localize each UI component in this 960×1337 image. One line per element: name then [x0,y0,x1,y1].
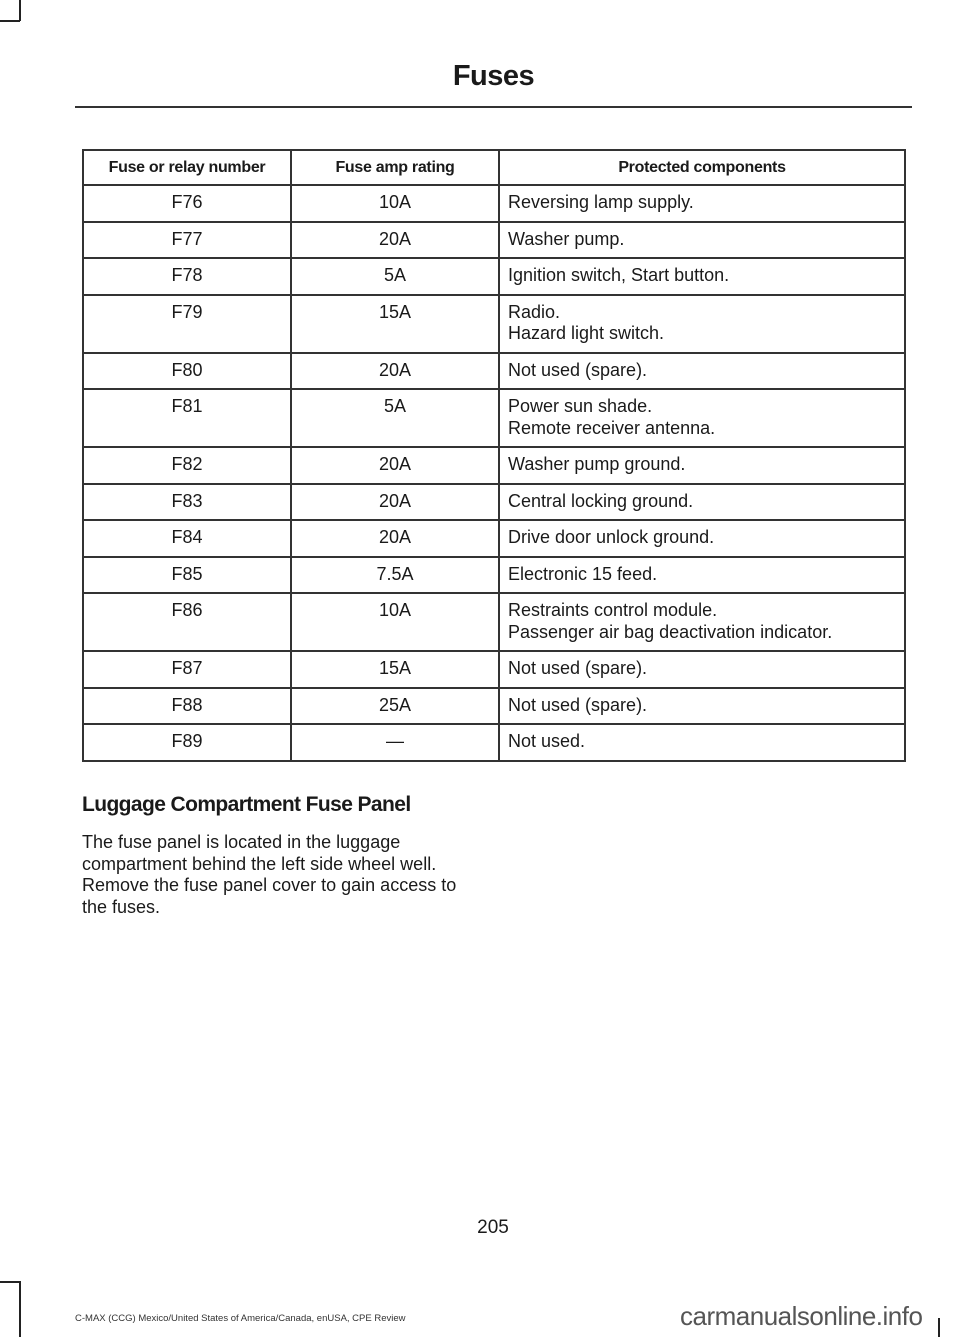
component-line: Remote receiver antenna. [508,417,716,438]
amp-rating-cell: 10A [290,592,500,652]
protected-components-cell: Not used (spare). [498,351,906,390]
fuse-number-cell: F88 [82,686,292,725]
fuse-number-cell: F81 [82,388,292,448]
component-line: Not used. [508,731,586,751]
table-header-row: Fuse or relay number Fuse amp rating Pro… [82,149,906,186]
fuse-number-cell: F77 [82,220,292,259]
fuse-number-cell: F80 [82,351,292,390]
table-row: F86 10A Restraints control module. Passenge… [82,592,906,652]
section-body: The fuse panel is located in the luggage… [82,832,457,917]
table-row: F82 20A Washer pump ground. [82,446,906,485]
amp-rating-cell: 5A [290,388,500,448]
fuse-number-cell: F82 [82,446,292,485]
component-line: Ignition switch, Start button. [508,265,730,285]
component-line: Drive door unlock ground. [508,527,715,547]
component-line: Electronic 15 feed. [508,563,658,584]
watermark: carmanualsonline.info [680,1301,923,1331]
table-row: F88 25A Not used (spare). [82,686,906,725]
fuse-number-cell: F78 [82,257,292,296]
fuse-number-cell: F83 [82,482,292,521]
amp-rating-cell: — [290,723,500,762]
amp-rating-cell: 20A [290,351,500,390]
amp-rating-cell: 20A [290,446,500,485]
amp-rating-cell: 25A [290,686,500,725]
amp-rating-cell: 7.5A [290,555,500,594]
component-line: Power sun shade. [508,396,653,416]
column-header: Fuse or relay number [82,149,292,186]
component-line: Reversing lamp supply. [508,192,694,212]
protected-components-cell: Drive door unlock ground. [498,519,906,558]
table-row: F76 10A Reversing lamp supply. [82,184,906,223]
component-line: Washer pump ground. [508,454,686,474]
table-row: F80 20A Not used (spare). [82,351,906,390]
fuse-number-cell: F79 [82,293,292,354]
protected-components-cell: Power sun shade. Remote receiver antenna. [498,388,906,448]
protected-components-cell: Ignition switch, Start button. [498,257,906,296]
protected-components-cell: Restraints control module. Passenger air … [498,592,906,652]
table-row: F87 15A Not used (spare). [82,650,906,689]
fuse-table: Fuse or relay number Fuse amp rating Pro… [82,149,906,762]
component-line: Hazard light switch. [508,323,665,343]
protected-components-cell: Electronic 15 feed. [498,555,906,594]
component-line: Not used (spare). [508,359,648,380]
title-divider [75,106,912,108]
column-header: Protected components [498,149,906,186]
section-heading: Luggage Compartment Fuse Panel [82,793,411,816]
table-row: F84 20A Drive door unlock ground. [82,519,906,558]
component-line: Radio. [508,301,561,322]
protected-components-cell: Reversing lamp supply. [498,184,906,223]
table-row: F83 20A Central locking ground. [82,482,906,521]
fuse-number-cell: F84 [82,519,292,558]
component-line: Passenger air bag deactivation indicator… [508,621,833,642]
table-row: F85 7.5A Electronic 15 feed. [82,555,906,594]
document-info: C-MAX (CCG) Mexico/United States of Amer… [75,1313,406,1324]
amp-rating-cell: 20A [290,519,500,558]
column-header: Fuse amp rating [290,149,500,186]
table-row: F78 5A Ignition switch, Start button. [82,257,906,296]
fuse-number-cell: F76 [82,184,292,223]
protected-components-cell: Washer pump ground. [498,446,906,485]
fuse-number-cell: F85 [82,555,292,594]
component-line: Not used (spare). [508,658,648,678]
crop-mark [19,0,21,21]
page-number: 205 [477,1217,509,1238]
component-line: Central locking ground. [508,490,694,511]
crop-mark [0,20,20,22]
fuse-number-cell: F89 [82,723,292,762]
component-line: Restraints control module. [508,600,718,620]
crop-mark [19,1281,21,1337]
protected-components-cell: Not used. [498,723,906,762]
protected-components-cell: Radio. Hazard light switch. [498,293,906,354]
component-line: Not used (spare). [508,694,648,715]
amp-rating-cell: 5A [290,257,500,296]
component-line: Washer pump. [508,228,625,249]
amp-rating-cell: 20A [290,482,500,521]
fuse-number-cell: F86 [82,592,292,652]
table-row: F77 20A Washer pump. [82,220,906,259]
amp-rating-cell: 10A [290,184,500,223]
protected-components-cell: Not used (spare). [498,686,906,725]
protected-components-cell: Central locking ground. [498,482,906,521]
protected-components-cell: Not used (spare). [498,650,906,689]
table-row: F79 15A Radio. Hazard light switch. [82,293,906,354]
page-title: Fuses [452,60,535,92]
fuse-number-cell: F87 [82,650,292,689]
table-row: F89— Not used. [82,723,906,762]
crop-mark [0,1281,20,1283]
amp-rating-cell: 20A [290,220,500,259]
amp-rating-cell: 15A [290,650,500,689]
protected-components-cell: Washer pump. [498,220,906,259]
amp-rating-cell: 15A [290,293,500,354]
crop-mark [938,1318,940,1337]
table-row: F81 5A Power sun shade. Remote receiver ant… [82,388,906,448]
